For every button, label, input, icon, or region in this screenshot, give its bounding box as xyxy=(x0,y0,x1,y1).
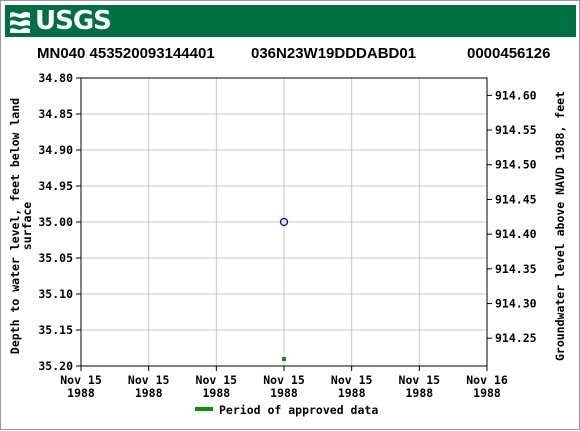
y-axis-left-label-line2: surface xyxy=(20,202,34,251)
data-marks xyxy=(279,217,289,361)
site-id: MN040 453520093144401 xyxy=(37,45,215,62)
usgs-logo: USGS xyxy=(9,6,112,36)
x-tick-label-date: Nov 15 xyxy=(263,373,305,387)
legend: Period of approved data xyxy=(195,403,378,417)
x-tick-label-year: 1988 xyxy=(67,386,95,400)
right-tick-label: 914.60 xyxy=(495,88,537,102)
usgs-logo-text: USGS xyxy=(35,6,112,36)
x-tick-label-date: Nov 15 xyxy=(331,373,373,387)
x-tick-label-date: Nov 16 xyxy=(466,373,508,387)
x-tick-label-year: 1988 xyxy=(338,386,366,400)
left-tick-label: 34.85 xyxy=(38,107,73,121)
left-tick-label: 35.15 xyxy=(38,323,73,337)
left-tick-label: 35.20 xyxy=(38,359,73,373)
x-tick-label-date: Nov 15 xyxy=(128,373,170,387)
x-tick-label-year: 1988 xyxy=(270,386,298,400)
chart-grid xyxy=(80,77,488,367)
legend-label: Period of approved data xyxy=(219,403,378,417)
x-tick-label-date: Nov 15 xyxy=(60,373,102,387)
x-tick-label-date: Nov 15 xyxy=(196,373,238,387)
left-tick-label: 34.95 xyxy=(38,179,73,193)
station-name: 036N23W19DDDABD01 xyxy=(251,45,417,62)
y-axis-right-label: Groundwater level above NAVD 1988, feet xyxy=(553,91,567,361)
left-tick-label: 34.90 xyxy=(38,143,73,157)
x-tick-label-year: 1988 xyxy=(202,386,230,400)
usgs-wave-icon xyxy=(10,11,30,33)
right-tick-label: 914.55 xyxy=(495,123,537,137)
y-axis-left-label-line1: Depth to water level, feet below land xyxy=(8,98,22,354)
x-tick-label-year: 1988 xyxy=(135,386,163,400)
right-axis-ticks: 914.60 914.55 914.50 914.45 914.40 914.35 914.… xyxy=(487,88,537,345)
data-point xyxy=(279,217,289,227)
right-tick-label: 914.30 xyxy=(495,297,537,311)
approved-period-mark xyxy=(282,357,286,361)
left-tick-label: 34.80 xyxy=(38,71,73,85)
local-number: 0000456126 xyxy=(467,45,551,62)
x-tick-label-year: 1988 xyxy=(405,386,433,400)
right-tick-label: 914.25 xyxy=(495,331,537,345)
left-axis-ticks: 34.80 34.85 34.90 34.95 35.00 35.05 35.10 35.15… xyxy=(38,71,81,373)
left-tick-label: 35.10 xyxy=(38,287,73,301)
left-tick-label: 35.00 xyxy=(38,215,73,229)
x-tick-label-date: Nov 15 xyxy=(399,373,441,387)
x-tick-label-year: 1988 xyxy=(473,386,501,400)
legend-swatch xyxy=(195,407,213,411)
right-tick-label: 914.50 xyxy=(495,158,537,172)
right-tick-label: 914.35 xyxy=(495,262,537,276)
right-tick-label: 914.45 xyxy=(495,192,537,206)
right-tick-label: 914.40 xyxy=(495,227,537,241)
usgs-header: USGS xyxy=(5,5,576,37)
left-tick-label: 35.05 xyxy=(38,251,73,265)
